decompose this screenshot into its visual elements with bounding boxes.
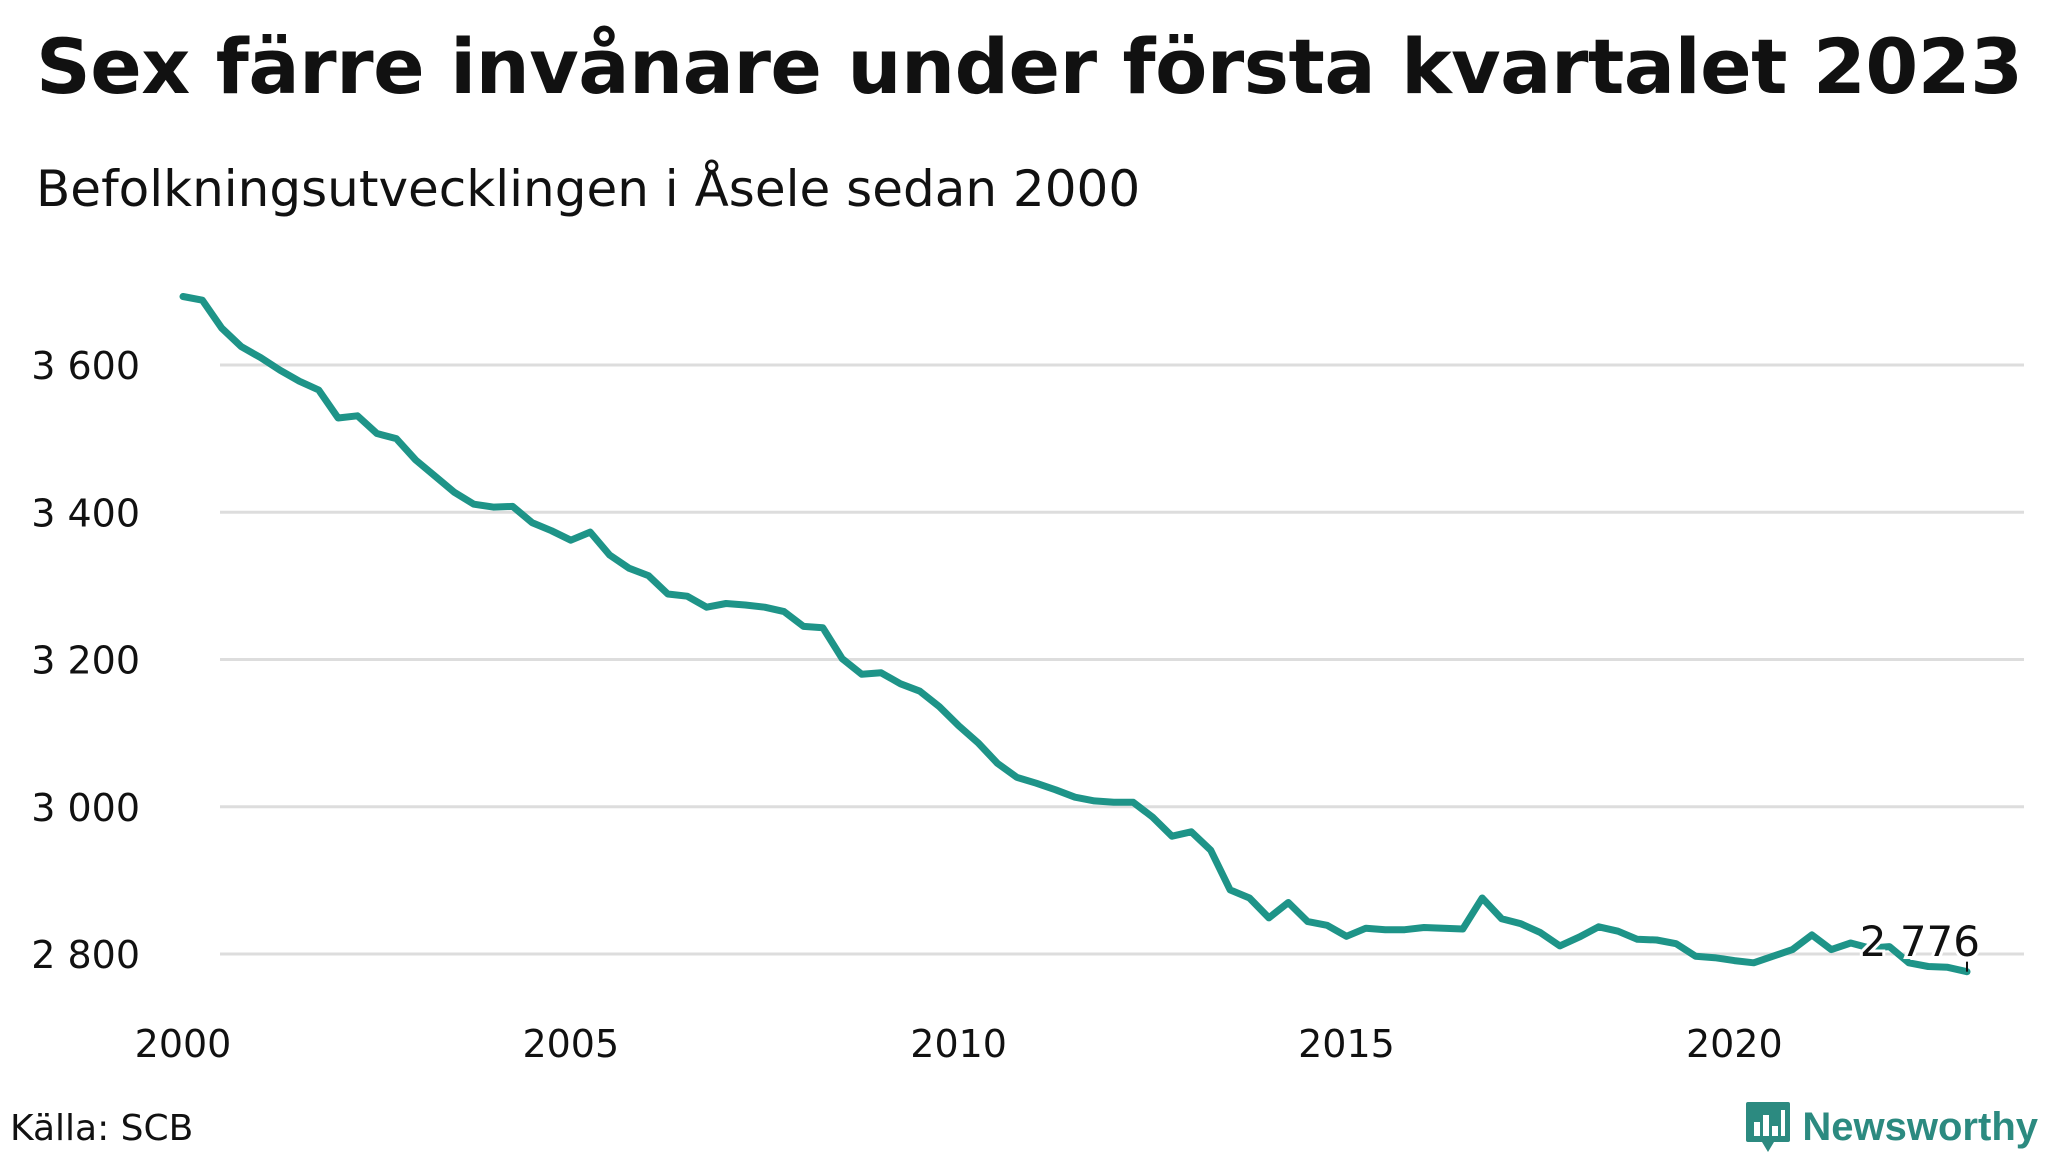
grid-lines <box>220 363 2024 956</box>
newsworthy-chart-icon <box>1746 1102 1791 1152</box>
population-line <box>179 293 1971 976</box>
y-tick-label: 3 600 <box>31 344 140 388</box>
series-group <box>179 293 1971 976</box>
y-tick-label: 3 200 <box>31 639 140 683</box>
chart-title: Sex färre invånare under första kvartale… <box>36 22 2023 111</box>
x-tick-label: 2010 <box>910 1022 1007 1066</box>
x-tick-label: 2005 <box>522 1022 619 1066</box>
y-axis-tick-labels: 2 800 3 000 3 200 3 400 3 600 <box>31 344 140 977</box>
y-tick-label: 2 800 <box>31 933 140 977</box>
x-tick-label: 2015 <box>1298 1022 1395 1066</box>
brand-name: Newsworthy <box>1802 1104 2038 1149</box>
brand-logo[interactable]: Newsworthy <box>1744 1100 2038 1154</box>
y-tick-label: 3 000 <box>31 786 140 830</box>
chart-subtitle: Befolkningsutvecklingen i Åsele sedan 20… <box>36 160 1141 218</box>
x-tick-label: 2000 <box>135 1022 232 1066</box>
x-tick-label: 2020 <box>1686 1022 1783 1066</box>
annotations: 2 776 <box>1857 914 1983 972</box>
source-label: Källa: SCB <box>10 1108 194 1149</box>
end-value-label: 2 776 <box>1860 917 1980 966</box>
y-tick-label: 3 400 <box>31 491 140 535</box>
x-axis-tick-labels: 2000 2005 2010 2015 2020 <box>135 1022 1783 1066</box>
